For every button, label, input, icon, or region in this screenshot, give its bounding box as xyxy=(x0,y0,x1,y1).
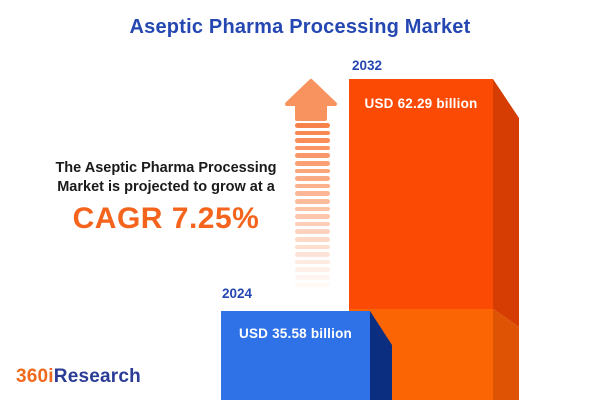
arrow-tail-stripe xyxy=(295,206,330,212)
arrow-tail-stripe xyxy=(295,275,330,280)
arrow-tail-stripe xyxy=(295,282,330,288)
bar-2024-front xyxy=(221,311,370,400)
arrow-tail-stripe xyxy=(295,221,330,227)
annotation-line1: The Aseptic Pharma Processing xyxy=(55,160,277,176)
bar-2024-side-face xyxy=(370,311,392,400)
page-title: Aseptic Pharma Processing Market xyxy=(129,16,471,38)
logo-text-360i: 360i xyxy=(16,366,54,387)
arrow-tail-stripe xyxy=(295,229,330,234)
arrow-tail-stripe xyxy=(295,130,330,136)
cagr-value: CAGR 7.25% xyxy=(72,202,260,235)
arrow-tail-stripe xyxy=(295,237,330,242)
bar-value-2024: USD 35.58 billion xyxy=(239,326,352,341)
arrow-tail-stripe xyxy=(295,199,330,204)
arrow-tail-stripe xyxy=(295,176,330,181)
arrow-tail-stripe xyxy=(295,168,330,174)
arrow-tail-stripe xyxy=(295,191,330,196)
arrow-tail-stripe xyxy=(295,145,330,151)
arrow-tail-stripe xyxy=(295,259,330,265)
annotation-line2: Market is projected to grow at a xyxy=(57,178,275,195)
arrow-tail-stripe xyxy=(295,214,330,219)
bar-2032-front-upper xyxy=(349,79,493,309)
arrow-up-icon xyxy=(285,79,337,121)
bar-2032-side-face xyxy=(493,79,519,400)
growth-annotation: The Aseptic Pharma Processing Market is … xyxy=(42,159,290,235)
logo-text-research: Research xyxy=(53,366,141,387)
arrow-tail-stripe xyxy=(295,183,330,189)
bar-year-label-2032: 2032 xyxy=(352,58,383,73)
arrow-dashed-tail xyxy=(295,123,330,295)
bar-year-label-2024: 2024 xyxy=(222,286,253,301)
arrow-tail-stripe xyxy=(295,252,330,257)
arrow-tail-stripe xyxy=(295,267,330,272)
brand-logo: 360iResearch xyxy=(16,366,141,388)
arrow-tail-stripe xyxy=(295,123,330,128)
arrow-tail-stripe xyxy=(295,161,330,166)
arrow-tail-stripe xyxy=(295,244,330,250)
bar-value-2032: USD 62.29 billion xyxy=(364,96,478,111)
arrow-tail-stripe xyxy=(295,138,330,143)
arrow-tail-stripe xyxy=(295,153,330,158)
